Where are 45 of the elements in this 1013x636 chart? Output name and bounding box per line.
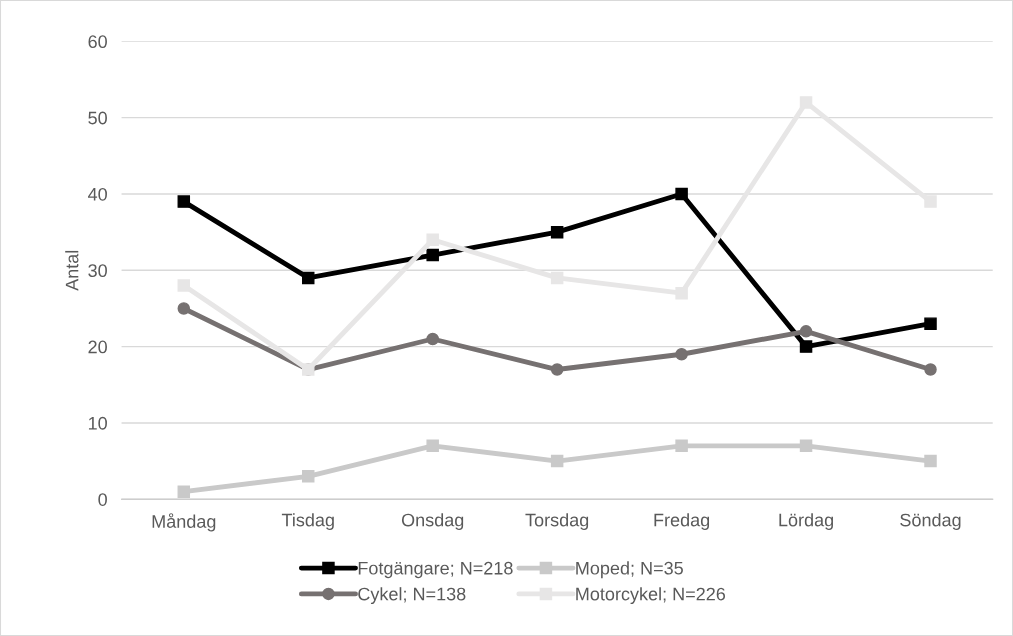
- point: [675, 187, 688, 201]
- point: [177, 485, 191, 498]
- x-tick-label: Tisdag: [281, 513, 334, 530]
- y-tick-label: 0: [98, 493, 107, 506]
- point: [550, 454, 564, 468]
- point: [426, 248, 439, 262]
- point: [177, 302, 191, 315]
- point: [675, 439, 688, 453]
- point: [301, 470, 315, 483]
- x-tick-label: Lördag: [779, 513, 834, 530]
- y-axis-title: Antal: [65, 250, 79, 291]
- point: [924, 317, 937, 330]
- point: [301, 271, 315, 285]
- x-tick-label: Torsdag: [525, 513, 589, 530]
- point: [924, 195, 937, 208]
- point: [177, 195, 191, 208]
- point: [426, 439, 439, 453]
- x-tick-label: Söndag: [900, 513, 961, 530]
- point: [924, 363, 937, 376]
- point: [799, 96, 813, 109]
- point: [799, 325, 813, 338]
- point: [799, 340, 813, 353]
- y-tick-label: 50: [88, 111, 107, 125]
- x-tick-label: Onsdag: [401, 513, 464, 530]
- x-tick-label: Måndag: [152, 513, 216, 532]
- point: [426, 233, 439, 247]
- point: [550, 271, 564, 285]
- point: [799, 439, 813, 453]
- point: [550, 225, 564, 239]
- y-tick-label: 40: [88, 187, 107, 201]
- point: [177, 279, 191, 292]
- legend-label: Moped; N=35: [576, 561, 683, 579]
- point: [550, 363, 564, 376]
- legend-label: Fotgängare; N=218: [358, 561, 513, 579]
- y-tick-label: 20: [88, 340, 107, 354]
- point: [675, 348, 688, 361]
- point: [924, 454, 937, 468]
- y-tick-label: 60: [88, 35, 107, 49]
- point: [675, 286, 688, 300]
- y-tick-label: 10: [88, 416, 107, 430]
- y-tick-label: 30: [88, 264, 107, 278]
- point: [426, 332, 439, 346]
- legend-label: Cykel; N=138: [358, 587, 466, 604]
- legend-label: Motorcykel; N=226: [576, 587, 726, 604]
- x-tick-label: Fredag: [654, 513, 710, 530]
